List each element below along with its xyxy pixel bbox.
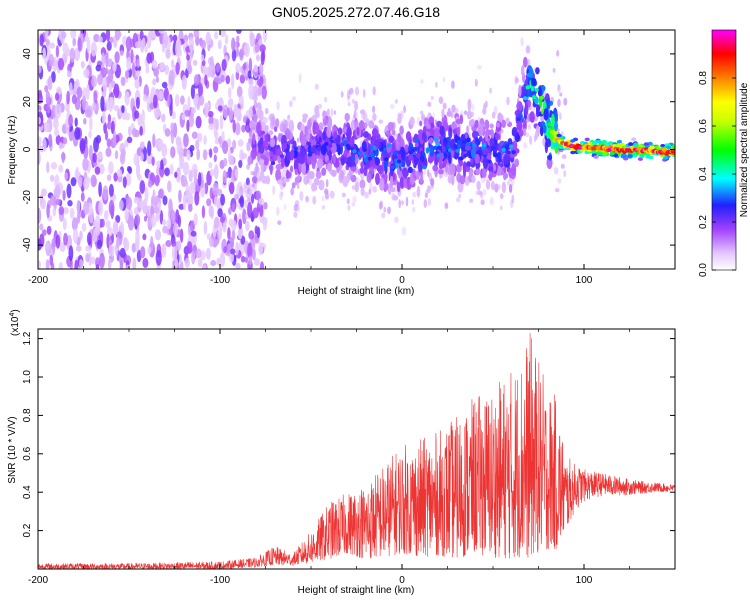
snr-ytick-label: 0.6 (22, 446, 33, 460)
heatmap-xtick-label: -200 (28, 275, 48, 286)
colorbar-tick-label: 0.4 (698, 167, 709, 181)
heatmap-ytick-label: -20 (22, 190, 33, 205)
snr-ytick-label: 0.8 (22, 408, 33, 422)
snr-ytick-label: 1.0 (22, 370, 33, 384)
heatmap-xtick-label: -100 (210, 275, 230, 286)
snr-ytick-label: 0.2 (22, 523, 33, 537)
snr-xtick-label: 100 (576, 575, 593, 586)
colorbar-tick-label: 0.0 (698, 263, 709, 277)
colorbar-label: Normalized spectral amplitude (739, 82, 750, 217)
heatmap-xtick-label: 100 (576, 275, 593, 286)
colorbar-gradient (711, 29, 737, 271)
snr-xlabel: Height of straight line (km) (298, 585, 415, 596)
snr-xtick-label: -100 (210, 575, 230, 586)
snr-series-line (38, 333, 675, 569)
colorbar: 0.0 0.2 0.4 0.6 0.8 Normalized spectral ampl… (698, 29, 750, 277)
heatmap-ytick-label: -40 (22, 237, 33, 252)
snr-xtick-label: -200 (28, 575, 48, 586)
heatmap-ytick-label: 40 (22, 48, 33, 60)
heatmap-xtick-label: 0 (399, 275, 405, 286)
snr-scale-label: (x104) (9, 309, 21, 336)
snr-scale-exp: 4 (9, 313, 16, 317)
snr-axes: -200 -100 0 100 0.2 0.4 0.6 0.8 1.0 1.2 (22, 329, 676, 586)
heatmap-ytick-label: 0 (22, 146, 33, 152)
colorbar-ticks: 0.0 0.2 0.4 0.6 0.8 (698, 71, 736, 277)
snr-xtick-label: 0 (399, 575, 405, 586)
colorbar-tick-label: 0.2 (698, 215, 709, 229)
heatmap-points (38, 30, 675, 269)
snr-panel: -200 -100 0 100 0.2 0.4 0.6 0.8 1.0 1.2 Height of… (7, 309, 676, 596)
heatmap-ylabel: Frequency (Hz) (7, 116, 18, 185)
colorbar-tick-label: 0.8 (698, 71, 709, 85)
snr-ytick-label: 0.4 (22, 485, 33, 499)
snr-scale-base: (x10 (10, 316, 21, 336)
heatmap-ytick-label: 20 (22, 96, 33, 108)
snr-ylabel: SNR (10 * V/V) (7, 416, 18, 483)
snr-ytick-label: 1.2 (22, 331, 33, 345)
chart-title: GN05.2025.272.07.46.G18 (272, 4, 440, 20)
svg-text:(x104): (x104) (9, 309, 21, 336)
colorbar-tick-label: 0.6 (698, 119, 709, 133)
heatmap-xlabel: Height of straight line (km) (298, 286, 415, 297)
